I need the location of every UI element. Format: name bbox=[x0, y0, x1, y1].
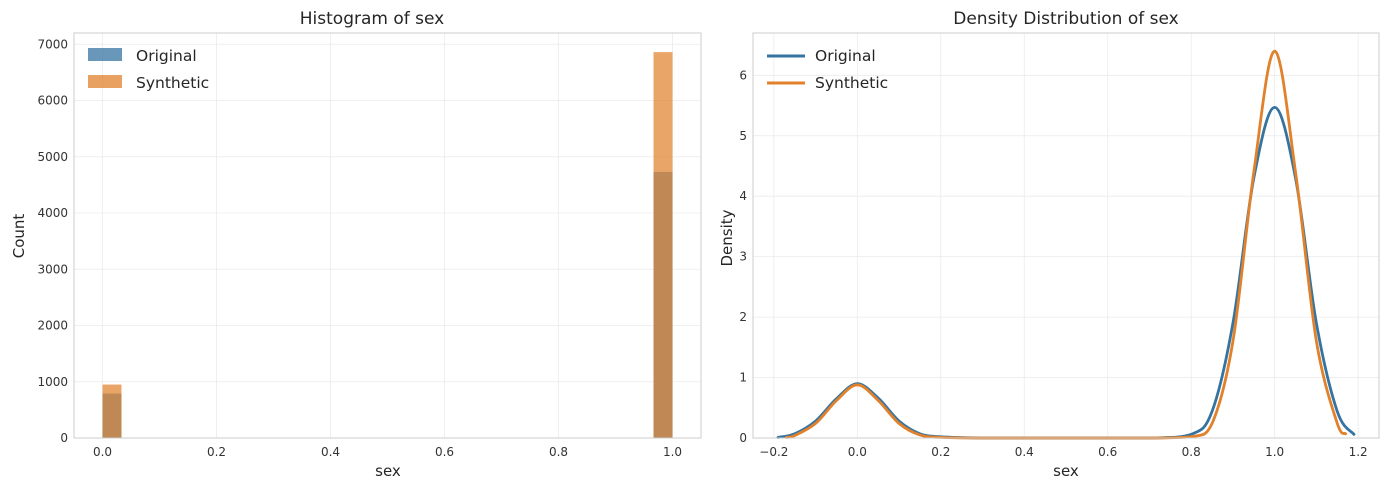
bar-synthetic bbox=[653, 52, 673, 438]
y-tick-label: 7000 bbox=[37, 37, 68, 51]
legend-label-original: Original bbox=[136, 47, 197, 65]
legend-label-original: Original bbox=[815, 47, 876, 65]
y-tick-label: 4 bbox=[739, 189, 747, 203]
x-tick-label: −0.2 bbox=[759, 445, 788, 459]
x-tick-label: 0.6 bbox=[1098, 445, 1117, 459]
density-frame bbox=[752, 32, 1380, 439]
histogram-title: Histogram of sex bbox=[300, 9, 444, 29]
x-tick-label: 0.2 bbox=[207, 445, 226, 459]
density-x-label: sex bbox=[1053, 462, 1079, 480]
density-line-synthetic bbox=[784, 49, 1348, 440]
histogram-x-label: sex bbox=[375, 462, 401, 480]
x-tick-label: 0.0 bbox=[848, 445, 867, 459]
histogram-y-label: Count bbox=[10, 214, 28, 259]
density-y-label: Density bbox=[718, 209, 736, 266]
y-tick-label: 4000 bbox=[37, 206, 68, 220]
histogram-x-ticks: 0.0 0.2 0.4 0.6 0.8 1.0 bbox=[93, 445, 682, 459]
histogram-frame bbox=[73, 32, 702, 439]
density-x-ticks: −0.2 0.0 0.2 0.4 0.6 0.8 1.0 1.2 bbox=[759, 445, 1367, 459]
legend-swatch-original bbox=[88, 48, 122, 61]
x-tick-label: 0.2 bbox=[931, 445, 950, 459]
y-tick-label: 3 bbox=[739, 250, 747, 264]
density-panel: Density Distribution of sex −0.2 0.0 0.2 0.… bbox=[718, 9, 1380, 480]
x-tick-label: 0.8 bbox=[549, 445, 568, 459]
histogram-legend: Original Synthetic bbox=[88, 47, 209, 92]
x-tick-label: 0.6 bbox=[435, 445, 454, 459]
x-tick-label: 1.2 bbox=[1349, 445, 1368, 459]
y-tick-label: 5 bbox=[739, 129, 747, 143]
density-y-ticks: 0 1 2 3 4 5 6 bbox=[739, 68, 747, 445]
y-tick-label: 6000 bbox=[37, 94, 68, 108]
y-tick-label: 1000 bbox=[37, 375, 68, 389]
x-tick-label: 1.0 bbox=[663, 445, 682, 459]
y-tick-label: 2 bbox=[739, 310, 747, 324]
x-tick-label: 0.4 bbox=[321, 445, 340, 459]
density-title: Density Distribution of sex bbox=[953, 9, 1178, 29]
y-tick-label: 2000 bbox=[37, 319, 68, 333]
histogram-grid bbox=[74, 33, 701, 439]
x-tick-label: 0.0 bbox=[93, 445, 112, 459]
y-tick-label: 3000 bbox=[37, 262, 68, 276]
y-tick-label: 1 bbox=[739, 371, 747, 385]
legend-label-synthetic: Synthetic bbox=[136, 74, 209, 92]
x-tick-label: 0.4 bbox=[1015, 445, 1034, 459]
histogram-y-ticks: 0 1000 2000 3000 4000 5000 6000 7000 bbox=[37, 37, 68, 445]
x-tick-label: 0.8 bbox=[1182, 445, 1201, 459]
density-lines bbox=[776, 49, 1356, 440]
legend-swatch-synthetic bbox=[88, 75, 122, 88]
y-tick-label: 0 bbox=[60, 431, 68, 445]
density-legend: Original Synthetic bbox=[767, 47, 888, 92]
y-tick-label: 6 bbox=[739, 68, 747, 82]
y-tick-label: 5000 bbox=[37, 150, 68, 164]
histogram-panel: Histogram of sex 0.0 0.2 0.4 0.6 0.8 1.0 0 100… bbox=[10, 9, 702, 480]
y-tick-label: 0 bbox=[739, 431, 747, 445]
histogram-bars bbox=[102, 52, 673, 438]
legend-label-synthetic: Synthetic bbox=[815, 74, 888, 92]
x-tick-label: 1.0 bbox=[1265, 445, 1284, 459]
bar-synthetic bbox=[102, 384, 122, 438]
